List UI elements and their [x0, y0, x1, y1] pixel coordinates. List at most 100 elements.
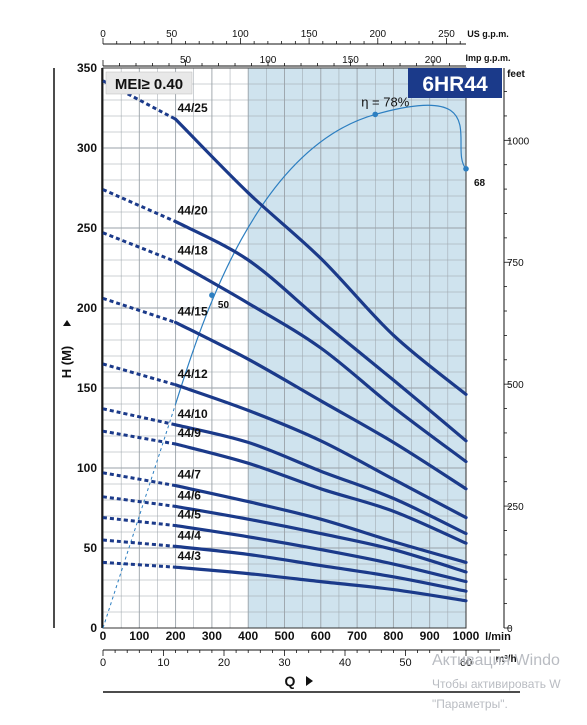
m3h-unit-label: m³/h — [495, 654, 516, 665]
y-tick-label: 200 — [77, 301, 97, 315]
pump-curve-label: 44/25 — [178, 101, 208, 115]
y-tick-label: 350 — [77, 61, 97, 75]
efficiency-point — [372, 111, 379, 118]
pump-curve-label: 44/15 — [178, 304, 208, 318]
pump-curve-label: 44/20 — [178, 204, 208, 218]
pump-curve-44-4 — [174, 544, 468, 593]
y-axis-label: H (M) — [59, 346, 74, 379]
usgpm-tick-label: 0 — [100, 29, 106, 40]
x-tick-label: 900 — [420, 629, 440, 643]
watermark-line-3: "Параметры". — [432, 697, 508, 711]
pump-curve-label: 44/18 — [178, 244, 208, 258]
efficiency-curve — [175, 104, 467, 405]
pump-curve-dashed-44-4 — [102, 538, 176, 548]
x-tick-label: 200 — [166, 629, 186, 643]
pump-curve-44-7 — [174, 484, 468, 564]
usgpm-unit-label: US g.p.m. — [467, 29, 509, 39]
mei-badge-box — [105, 71, 193, 95]
feet-tick-label: 1000 — [507, 136, 530, 147]
pump-curve-44-20 — [174, 220, 468, 443]
feet-unit-label: feet — [507, 69, 525, 80]
m3h-tick-label: 40 — [339, 657, 351, 669]
plot-frame — [102, 67, 467, 629]
pump-curve-44-18 — [174, 260, 468, 464]
pump-curve-44-9 — [174, 442, 468, 545]
usgpm-tick-label: 200 — [369, 29, 386, 40]
pump-curve-44-3 — [174, 565, 468, 603]
y-tick-label: 100 — [77, 461, 97, 475]
feet-tick-label: 0 — [507, 624, 513, 635]
x-axis-label: Q — [285, 673, 296, 689]
impgpm-tick-label: 150 — [342, 55, 359, 66]
m3h-tick-label: 60 — [460, 657, 472, 669]
x-tick-label: 400 — [238, 629, 258, 643]
efficiency-point — [209, 292, 215, 299]
y-tick-label: 250 — [77, 221, 97, 235]
x-tick-label: 0 — [100, 629, 107, 643]
pump-curve-44-10 — [174, 423, 468, 536]
watermark-line-2: Чтобы активировать W — [432, 677, 561, 691]
x-tick-label: 1000 — [453, 629, 480, 643]
pump-curve-label: 44/7 — [178, 468, 202, 482]
pump-curve-label: 44/9 — [178, 426, 202, 440]
pump-curve-label: 44/12 — [178, 367, 208, 381]
y-tick-label: 50 — [84, 541, 98, 555]
model-badge-box — [408, 68, 502, 98]
pump-curve-label: 44/10 — [178, 407, 208, 421]
m3h-tick-label: 50 — [399, 657, 411, 669]
x-tick-label: 500 — [274, 629, 294, 643]
feet-tick-label: 250 — [507, 502, 524, 513]
pump-curve-44-15 — [174, 320, 468, 491]
pump-curve-label: 44/6 — [178, 488, 202, 502]
pump-curve-dashed-44-12 — [102, 362, 177, 387]
x-axis-arrow-icon — [306, 676, 313, 686]
pump-curve-dashed-44-3 — [102, 560, 176, 569]
pump-curve-label: 44/5 — [178, 508, 202, 522]
usgpm-tick-label: 50 — [166, 29, 178, 40]
m3h-tick-label: 20 — [218, 657, 230, 669]
x-tick-label: 100 — [129, 629, 149, 643]
impgpm-tick-label: 100 — [260, 55, 277, 66]
m3h-tick-label: 30 — [278, 657, 290, 669]
pump-curve-44-5 — [174, 524, 468, 584]
impgpm-tick-label: 50 — [180, 55, 192, 66]
x-tick-label: 300 — [202, 629, 222, 643]
efficiency-left-label: 50 — [218, 300, 230, 311]
y-tick-label: 0 — [90, 621, 97, 635]
feet-tick-label: 750 — [507, 258, 524, 269]
pump-curve-dashed-44-5 — [102, 516, 176, 528]
usgpm-tick-label: 250 — [438, 29, 455, 40]
y-tick-label: 300 — [77, 141, 97, 155]
feet-tick-label: 500 — [507, 380, 524, 391]
usgpm-tick-label: 100 — [232, 29, 249, 40]
pump-curve-44-25 — [174, 117, 468, 396]
pump-curve-44-6 — [174, 504, 468, 574]
efficiency-right-label: 68 — [474, 178, 486, 189]
impgpm-unit-label: Imp g.p.m. — [466, 53, 511, 63]
pump-curve-dashed-44-18 — [102, 231, 177, 263]
pump-curve-label: 44/3 — [178, 549, 202, 563]
pump-curve-44-12 — [174, 383, 468, 520]
efficiency-peak-label: η = 78% — [361, 94, 410, 109]
pump-curve-dashed-44-15 — [102, 296, 177, 324]
mei-badge-label: MEI≥ 0.40 — [115, 76, 183, 93]
x-tick-label: 700 — [347, 629, 367, 643]
usgpm-tick-label: 150 — [301, 29, 318, 40]
pump-curve-dashed-44-6 — [102, 495, 176, 508]
m3h-tick-label: 10 — [157, 657, 169, 669]
pump-curve-dashed-44-7 — [102, 471, 176, 488]
pump-curve-label: 44/4 — [178, 528, 202, 542]
y-axis-arrow-icon — [63, 320, 71, 326]
pump-curve-dashed-44-9 — [102, 429, 176, 446]
x-unit-label: l/min — [485, 631, 511, 643]
watermark-line-1: Активация Windo — [432, 652, 560, 669]
pump-curve-dashed-44-10 — [102, 407, 176, 427]
impgpm-tick-label: 200 — [425, 55, 442, 66]
model-badge-title: 6HR44 — [422, 73, 488, 96]
m3h-tick-label: 0 — [100, 657, 106, 669]
efficiency-point — [463, 166, 469, 172]
x-tick-label: 800 — [383, 629, 403, 643]
y-tick-label: 150 — [77, 381, 97, 395]
x-tick-label: 600 — [311, 629, 331, 643]
